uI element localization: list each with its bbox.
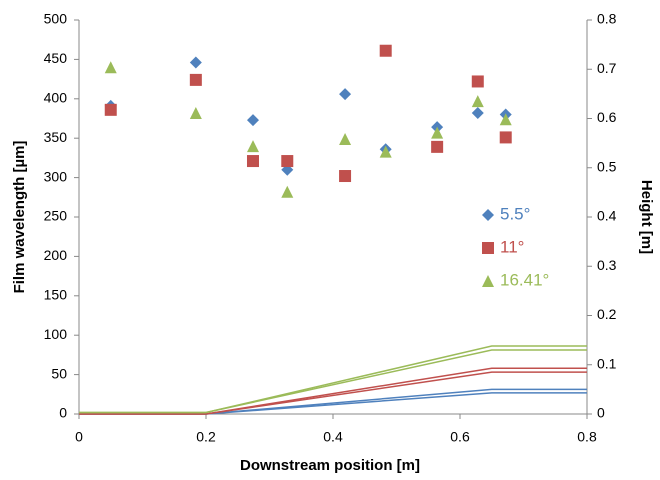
height-line: [79, 371, 587, 415]
marker-diamond: [189, 56, 202, 69]
y-tick-label: 500: [44, 11, 68, 27]
marker-square: [499, 131, 512, 144]
height-line: [79, 367, 587, 415]
x-tick-label: 0.6: [450, 429, 470, 445]
marker-triangle: [379, 145, 392, 158]
marker-triangle: [189, 106, 202, 119]
y-tick-label: 450: [44, 50, 68, 66]
marker-square: [431, 140, 444, 153]
x-tick-label: 0: [75, 429, 83, 445]
marker-triangle: [104, 61, 117, 74]
y-tick-label: 400: [44, 90, 68, 106]
y2-tick-label: 0.6: [597, 109, 617, 125]
legend-label: 11°: [500, 237, 524, 256]
height-line: [79, 349, 587, 414]
y2-tick-label: 0.2: [597, 306, 617, 322]
marker-square: [471, 75, 484, 88]
y2-tick-label: 0.8: [597, 11, 617, 27]
marker-triangle: [499, 113, 512, 126]
marker-square: [339, 170, 352, 183]
y-tick-label: 200: [44, 247, 68, 263]
marker-triangle: [339, 132, 352, 145]
marker-diamond: [482, 209, 494, 221]
marker-triangle: [431, 126, 444, 139]
marker-square: [189, 73, 202, 86]
y2-tick-label: 0.7: [597, 60, 617, 76]
marker-diamond: [246, 114, 259, 127]
y2-tick-label: 0.1: [597, 355, 617, 371]
y-tick-label: 250: [44, 208, 68, 224]
y2-tick-label: 0.4: [597, 208, 617, 224]
marker-diamond: [471, 106, 484, 119]
y2-tick-label: 0.3: [597, 257, 617, 273]
y2-tick-label: 0.5: [597, 158, 617, 174]
marker-triangle: [246, 140, 259, 153]
y-tick-label: 350: [44, 129, 68, 145]
y-tick-label: 150: [44, 287, 68, 303]
marker-triangle: [281, 185, 294, 198]
marker-triangle: [471, 95, 484, 108]
marker-square: [246, 155, 259, 168]
y-tick-label: 50: [51, 365, 67, 381]
marker-diamond: [339, 88, 352, 101]
marker-triangle: [482, 275, 494, 287]
y2-tick-label: 0: [597, 405, 605, 421]
x-tick-label: 0.2: [196, 429, 216, 445]
legend-label: 16.41°: [500, 270, 549, 289]
y2-axis-title: Height [m]: [638, 180, 655, 254]
y-tick-label: 0: [59, 405, 67, 421]
y-tick-label: 100: [44, 326, 68, 342]
y-tick-label: 300: [44, 168, 68, 184]
y-axis-title: Film wavelength [µm]: [11, 141, 28, 294]
x-axis-title: Downstream position [m]: [240, 457, 420, 474]
x-tick-label: 0.8: [577, 429, 597, 445]
x-tick-label: 0.4: [323, 429, 343, 445]
marker-square: [379, 44, 392, 57]
marker-square: [281, 155, 294, 168]
marker-square: [104, 103, 117, 116]
marker-square: [482, 242, 494, 254]
legend-label: 5.5°: [500, 204, 530, 223]
